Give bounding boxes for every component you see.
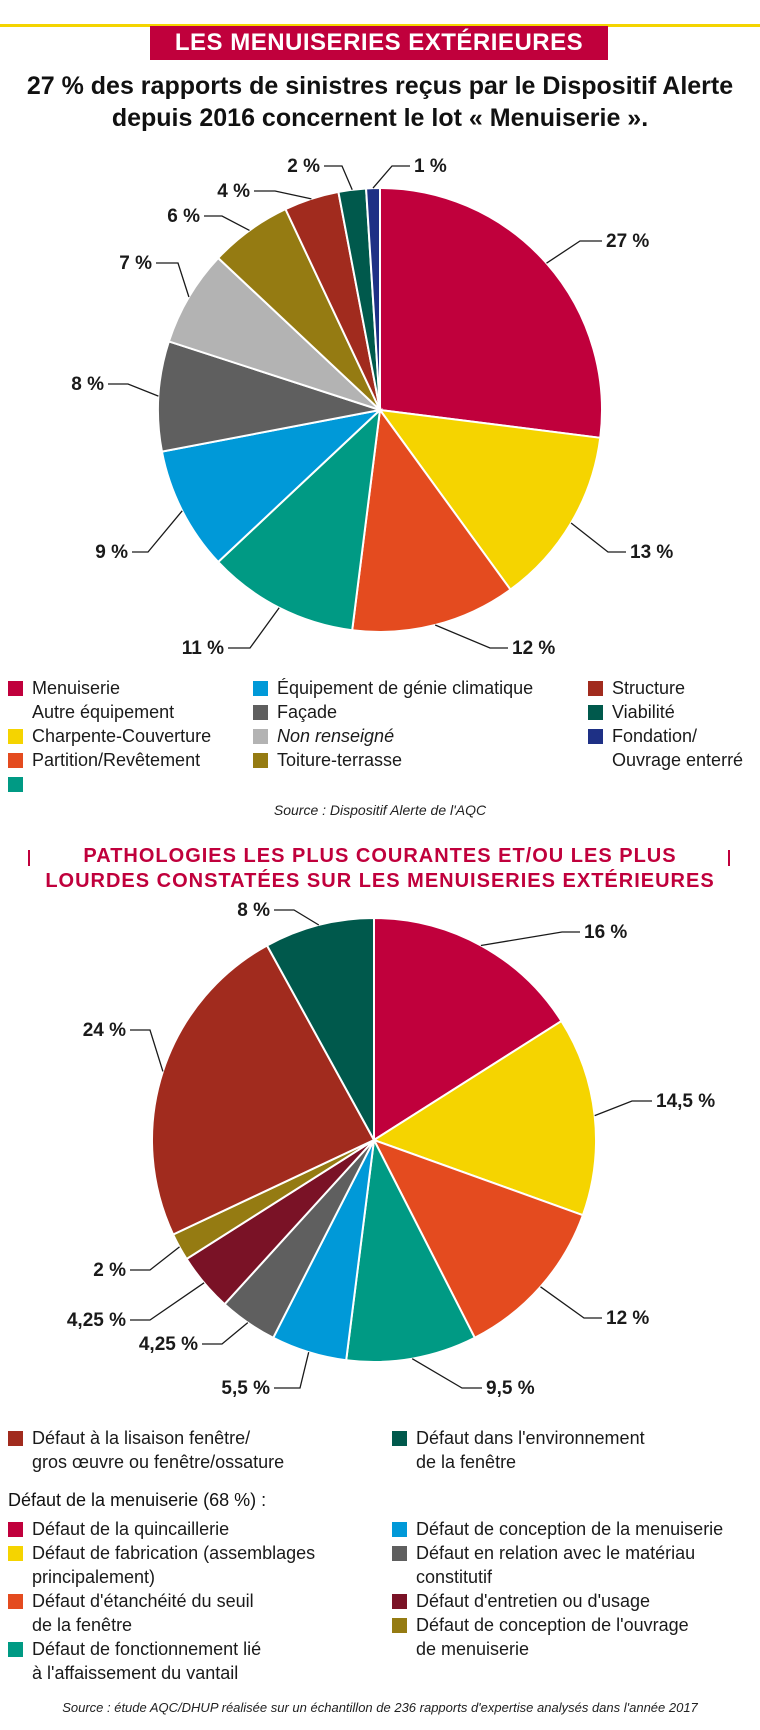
- pie-slice-defaut-de-fonctionnement-lie-a-l-affaissement-du-vantail: [345, 1136, 477, 1363]
- legend-swatch-fabrication: [8, 1546, 23, 1561]
- source-2: Source : étude AQC/DHUP réalisée sur un …: [62, 1700, 698, 1715]
- leader-line-facade: [108, 383, 159, 397]
- title-bar-left: [28, 850, 30, 866]
- slice-label-defaut-de-conception-de-la-menuiserie: 5,5 %: [221, 1378, 270, 1399]
- leader-line-defaut-d-entretien-ou-d-usage: [130, 1282, 205, 1321]
- headline: 27 % des rapports de sinistres reçus par…: [0, 70, 760, 134]
- source-1: Source : Dispositif Alerte de l'AQC: [273, 802, 487, 818]
- pie-slice-defaut-dans-l-environnement-de-la-fenetre: [265, 916, 375, 1141]
- section-2-title-line-1: PATHOLOGIES LES PLUS COURANTES ET/OU LES…: [83, 845, 677, 867]
- legend-swatch-conception-ouvrage: [392, 1618, 407, 1633]
- leader-line-defaut-dans-l-environnement-de-la-fenetre: [274, 909, 320, 926]
- pie-slice-equipement-de-genie-climatique: [160, 408, 384, 564]
- pie-slice-menuiserie: [379, 186, 603, 439]
- slice-label-defaut-d-etancheite-du-seuil-de-la-fenetre: 12 %: [606, 1308, 649, 1329]
- leader-line-viabilite: [324, 165, 353, 191]
- slice-label-defaut-de-conception-de-l-ouvrage-de-menuiserie: 2 %: [93, 1260, 126, 1281]
- slice-label-defaut-a-la-lisaison-fenetre-gros-uvre-ou-fenetre-ossature: 24 %: [83, 1020, 126, 1041]
- slice-label-non-renseigne: 7 %: [119, 253, 152, 274]
- legend-defauts-menuiserie: Défaut de la quincaillerie Défaut de fab…: [8, 1517, 758, 1687]
- leader-line-structure: [254, 190, 312, 200]
- slice-label-defaut-de-fonctionnement-lie-a-l-affaissement-du-vantail: 9,5 %: [486, 1378, 535, 1399]
- headline-line-1: 27 % des rapports de sinistres reçus par…: [26, 72, 734, 100]
- slice-label-partition-revetement: 12 %: [512, 638, 555, 659]
- slice-label-defaut-de-la-quincaillerie: 16 %: [584, 922, 627, 943]
- section-2-title-line-2: LOURDES CONSTATÉES SUR LES MENUISERIES E…: [45, 870, 715, 892]
- pie-slice-defaut-de-fabrication-assemblages-principalement: [371, 1019, 597, 1217]
- section-2-title: PATHOLOGIES LES PLUS COURANTES ET/OU LES…: [0, 844, 760, 894]
- legend-swatch-menuiserie: [8, 681, 23, 696]
- leader-line-partition-revetement: [434, 624, 508, 649]
- leader-line-defaut-de-fonctionnement-lie-a-l-affaissement-du-vantail: [411, 1358, 482, 1389]
- legend-swatch-entretien: [392, 1594, 407, 1609]
- slice-label-autre-equipement: 11 %: [182, 638, 224, 659]
- slice-label-defaut-dans-l-environnement-de-la-fenetre: 8 %: [237, 900, 270, 921]
- leader-line-fondation-ouvrage-enterre: [372, 165, 410, 189]
- leader-line-defaut-en-relation-avec-le-materiau-constitutif: [202, 1322, 249, 1345]
- leader-line-defaut-de-conception-de-l-ouvrage-de-menuiserie: [130, 1246, 180, 1271]
- leader-line-defaut-de-fabrication-assemblages-principalement: [594, 1100, 652, 1117]
- leader-line-defaut-de-la-quincaillerie: [480, 931, 580, 947]
- legend-swatch-structure: [588, 681, 603, 696]
- leader-line-charpente-couverture: [570, 522, 626, 553]
- legend-swatch-viabilite: [588, 705, 603, 720]
- legend-swatch-toiture: [253, 753, 268, 768]
- legend-sinistres: Menuiserie Autre équipement Charpente-Co…: [8, 676, 758, 792]
- slice-label-defaut-de-fabrication-assemblages-principalement: 14,5 %: [656, 1091, 715, 1112]
- pie-slice-facade: [157, 340, 381, 453]
- legend-swatch-fonctionnement: [8, 1642, 23, 1657]
- slice-label-charpente-couverture: 13 %: [630, 542, 673, 563]
- pie-chart-pathologies: 16 % 14,5 % 12 % 9,5 % 5,5 % 4,25 % 4,25 % 2 % 2…: [67, 900, 715, 1399]
- leader-line-autre-equipement: [228, 607, 280, 649]
- legend-subheading: Défaut de la menuiserie (68 %) :: [8, 1490, 267, 1510]
- pie-slice-charpente-couverture: [377, 408, 602, 591]
- legend-swatch-non-renseigne: [253, 729, 268, 744]
- legend-swatch-fondation: [588, 729, 603, 744]
- slice-label-facade: 8 %: [71, 374, 104, 395]
- legend-swatch-charpente: [8, 729, 23, 744]
- slice-label-menuiserie: 27 %: [606, 231, 649, 252]
- legend-swatch-conception-menuiserie: [392, 1522, 407, 1537]
- leader-line-non-renseigne: [156, 262, 190, 298]
- slice-label-fondation-ouvrage-enterre: 1 %: [414, 156, 447, 177]
- legend-swatch-climatique: [253, 681, 268, 696]
- leader-line-defaut-d-etancheite-du-seuil-de-la-fenetre: [540, 1286, 602, 1319]
- legend-swatch-environnement: [392, 1431, 407, 1446]
- slice-label-toiture-terrasse: 6 %: [167, 206, 200, 227]
- legend-pathologies: Défaut à la lisaison fenêtre/ gros œuvre…: [8, 1426, 758, 1696]
- leader-line-defaut-de-conception-de-la-menuiserie: [274, 1352, 310, 1389]
- headline-line-2: depuis 2016 concernent le lot « Menuiser…: [111, 104, 649, 132]
- title-bar-right: [728, 850, 730, 866]
- legend-swatch-facade: [253, 705, 268, 720]
- legend-swatch-partition: [8, 753, 23, 768]
- pie-slice-defaut-a-la-lisaison-fenetre-gros-uvre-ou-fenetre-ossature: [151, 944, 376, 1236]
- legend-swatch-autre-equipement: [8, 777, 23, 792]
- legend-swatch-etancheite: [8, 1594, 23, 1609]
- leader-line-equipement-de-genie-climatique: [132, 510, 183, 553]
- slice-label-equipement-de-genie-climatique: 9 %: [95, 542, 128, 563]
- section-banner: LES MENUISERIES EXTÉRIEURES: [150, 26, 608, 60]
- slice-label-structure: 4 %: [217, 181, 250, 202]
- legend-swatch-quincaillerie: [8, 1522, 23, 1537]
- leader-line-toiture-terrasse: [204, 215, 250, 231]
- slice-label-defaut-d-entretien-ou-d-usage: 4,25 %: [67, 1310, 126, 1331]
- slice-label-viabilite: 2 %: [287, 156, 320, 177]
- legend-swatch-liaison: [8, 1431, 23, 1446]
- leader-line-menuiserie: [546, 240, 602, 264]
- legend-swatch-materiau: [392, 1546, 407, 1561]
- pie-chart-sinistres: 27 % 13 % 12 % 11 % 9 % 8 % 7 % 6 % 4 % 2 % 1 %: [71, 156, 673, 659]
- pie-slice-autre-equipement: [216, 407, 382, 632]
- slice-label-defaut-en-relation-avec-le-materiau-constitutif: 4,25 %: [139, 1334, 198, 1355]
- leader-line-defaut-a-la-lisaison-fenetre-gros-uvre-ou-fenetre-ossature: [130, 1029, 164, 1072]
- top-rule: [0, 24, 760, 27]
